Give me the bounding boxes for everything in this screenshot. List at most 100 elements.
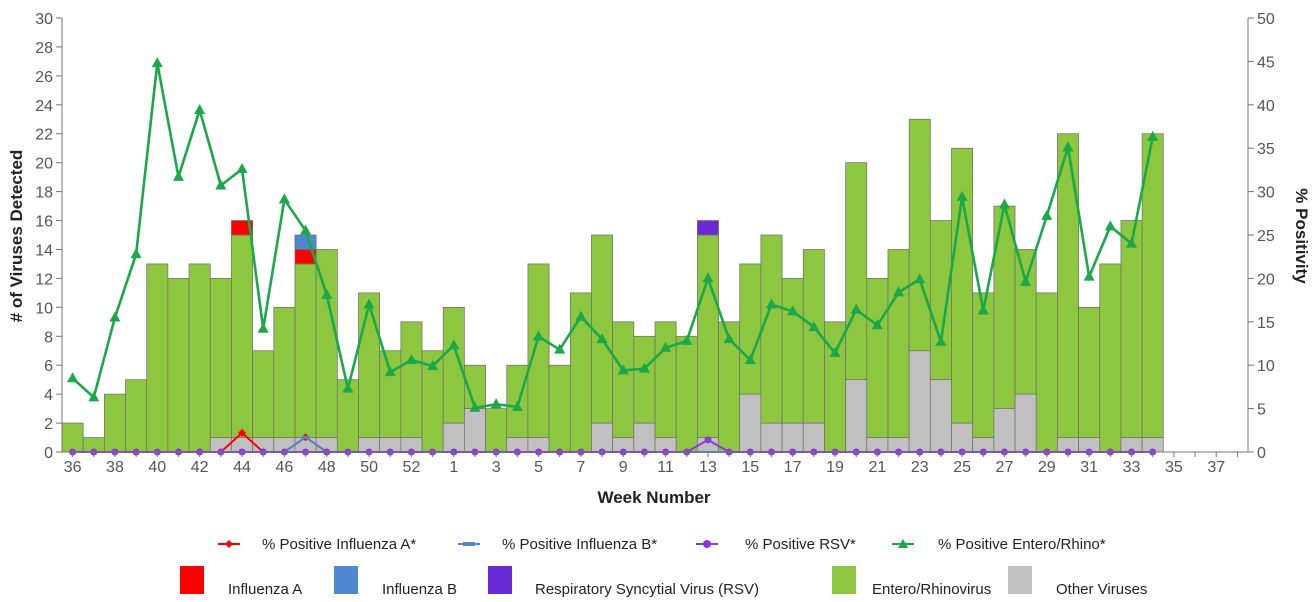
- point-positive-entero-rhino-2: [448, 339, 460, 350]
- bar-other-viruses-21: [845, 379, 868, 453]
- legend-label: % Positive Influenza A*: [262, 536, 416, 553]
- x-tick-label: 48: [318, 459, 336, 476]
- y-tick-label: 26: [35, 69, 53, 86]
- bar-entero-rhinovirus-44: [231, 234, 253, 438]
- point-positive-entero-rhino-23: [893, 286, 905, 297]
- point-positive-entero-rhino-4: [490, 398, 502, 409]
- x-tick-label: 7: [576, 459, 585, 476]
- x-tick-label: 1: [449, 459, 458, 476]
- legend-label: % Positive Influenza B*: [502, 536, 657, 553]
- triangle-marker-icon: [898, 539, 908, 548]
- y2-tick-label: 40: [1257, 98, 1275, 115]
- y2-tick-label: 50: [1257, 11, 1275, 28]
- x-tick-label: 23: [911, 459, 929, 476]
- bar-other-viruses-25: [929, 379, 952, 453]
- legend-label: Influenza A: [228, 581, 302, 598]
- point-positive-entero-rhino-3: [469, 401, 481, 412]
- x-tick-label: 13: [699, 459, 717, 476]
- bar-entero-rhinovirus-52: [400, 321, 423, 438]
- x-tick-label: 46: [275, 459, 293, 476]
- point-positive-entero-rhino-16: [744, 353, 756, 364]
- bar-entero-rhinovirus-4: [485, 408, 508, 453]
- line-positive-entero-rhino: [71, 62, 1154, 410]
- x-tick-label: 3: [492, 459, 501, 476]
- bar-other-viruses-18: [781, 422, 804, 453]
- y-tick-label: 6: [44, 358, 53, 375]
- y2-axis-title: % Positivity: [1292, 188, 1311, 284]
- point-positive-entero-rhino-48: [321, 288, 333, 299]
- point-positive-entero-rhino-11: [638, 362, 650, 373]
- legend: % Positive Influenza A* % Positive Influ…: [180, 536, 1147, 598]
- point-positive-entero-rhino-12: [660, 341, 672, 352]
- legend-swatch: [334, 566, 358, 594]
- x-tick-label: 17: [784, 459, 802, 476]
- axes-layer: 0246810121416182022242628300510152025303…: [35, 11, 1275, 476]
- point-positive-entero-rhino-6: [533, 330, 545, 341]
- point-positive-entero-rhino-34: [1126, 237, 1138, 248]
- point-positive-entero-rhino-42: [194, 104, 206, 115]
- bar-other-viruses-17: [760, 422, 783, 453]
- bar-entero-rhinovirus-6: [527, 263, 550, 438]
- point-positive-entero-rhino-33: [1104, 220, 1116, 231]
- point-positive-entero-rhino-20: [829, 347, 841, 358]
- point-positive-influenza-b-47: [301, 435, 310, 439]
- point-positive-entero-rhino-44: [236, 163, 248, 174]
- bar-entero-rhinovirus-33: [1099, 263, 1122, 453]
- bar-respiratory-syncytial-virus-rsv--14: [697, 220, 719, 236]
- y-tick-label: 24: [35, 98, 53, 115]
- y-axis-title: # of Viruses Detected: [7, 150, 26, 323]
- bars-layer: [61, 118, 1164, 453]
- legend-swatch: [488, 566, 512, 594]
- point-positive-entero-rhino-9: [596, 333, 608, 344]
- y-tick-label: 22: [35, 127, 53, 144]
- bar-entero-rhinovirus-14: [697, 234, 719, 438]
- point-positive-entero-rhino-35: [1147, 130, 1159, 141]
- point-positive-entero-rhino-8: [575, 310, 587, 321]
- x-tick-label: 31: [1080, 459, 1098, 476]
- y-tick-label: 14: [35, 242, 53, 259]
- point-positive-entero-rhino-5: [511, 400, 523, 411]
- bar-other-viruses-11: [633, 422, 656, 453]
- bar-other-viruses-29: [1014, 393, 1037, 453]
- bar-entero-rhinovirus-22: [866, 278, 889, 438]
- y2-tick-label: 10: [1257, 358, 1275, 375]
- bar-entero-rhinovirus-26: [951, 147, 974, 424]
- point-positive-entero-rhino-45: [257, 322, 269, 333]
- y-tick-label: 0: [44, 445, 53, 462]
- point-positive-entero-rhino-49: [342, 382, 354, 393]
- bar-other-viruses-16: [739, 393, 762, 453]
- bar-entero-rhinovirus-47: [294, 263, 317, 438]
- legend-label: % Positive Entero/Rhino*: [938, 536, 1106, 553]
- point-positive-entero-rhino-22: [871, 319, 883, 330]
- y-tick-label: 20: [35, 156, 53, 173]
- bar-entero-rhinovirus-32: [1078, 306, 1101, 438]
- bar-entero-rhinovirus-51: [379, 350, 402, 438]
- legend-item-other: Other Viruses: [1008, 566, 1147, 598]
- point-positive-entero-rhino-26: [956, 190, 968, 201]
- bar-entero-rhinovirus-39: [125, 379, 148, 453]
- y-tick-label: 4: [44, 387, 53, 404]
- bar-other-viruses-19: [802, 422, 825, 453]
- y-tick-label: 28: [35, 40, 53, 57]
- bar-entero-rhinovirus-42: [188, 263, 211, 453]
- bar-entero-rhinovirus-21: [845, 162, 868, 381]
- x-tick-label: 29: [1038, 459, 1056, 476]
- bar-other-viruses-24: [908, 350, 931, 453]
- y2-tick-label: 15: [1257, 315, 1275, 332]
- bar-entero-rhinovirus-38: [104, 393, 126, 453]
- bar-other-viruses-26: [951, 422, 974, 453]
- bar-entero-rhinovirus-27: [972, 292, 995, 438]
- point-positive-entero-rhino-27: [977, 304, 989, 315]
- bar-entero-rhinovirus-9: [591, 234, 613, 424]
- legend-item-rsv-pct: % Positive RSV*: [696, 536, 856, 553]
- y2-tick-label: 45: [1257, 54, 1275, 71]
- point-positive-entero-rhino-28: [998, 198, 1010, 209]
- point-positive-entero-rhino-19: [808, 321, 820, 332]
- x-tick-label: 19: [826, 459, 844, 476]
- legend-item-entero-pct: % Positive Entero/Rhino*: [892, 536, 1106, 553]
- y-tick-label: 18: [35, 185, 53, 202]
- point-positive-entero-rhino-47: [300, 224, 312, 235]
- bar-entero-rhinovirus-24: [908, 118, 931, 352]
- legend-swatch: [832, 566, 856, 594]
